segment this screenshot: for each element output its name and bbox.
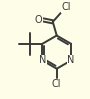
Text: N: N — [39, 55, 46, 65]
Text: Cl: Cl — [52, 79, 61, 89]
Text: N: N — [67, 55, 75, 65]
Text: Cl: Cl — [62, 2, 71, 12]
Text: O: O — [34, 15, 42, 25]
